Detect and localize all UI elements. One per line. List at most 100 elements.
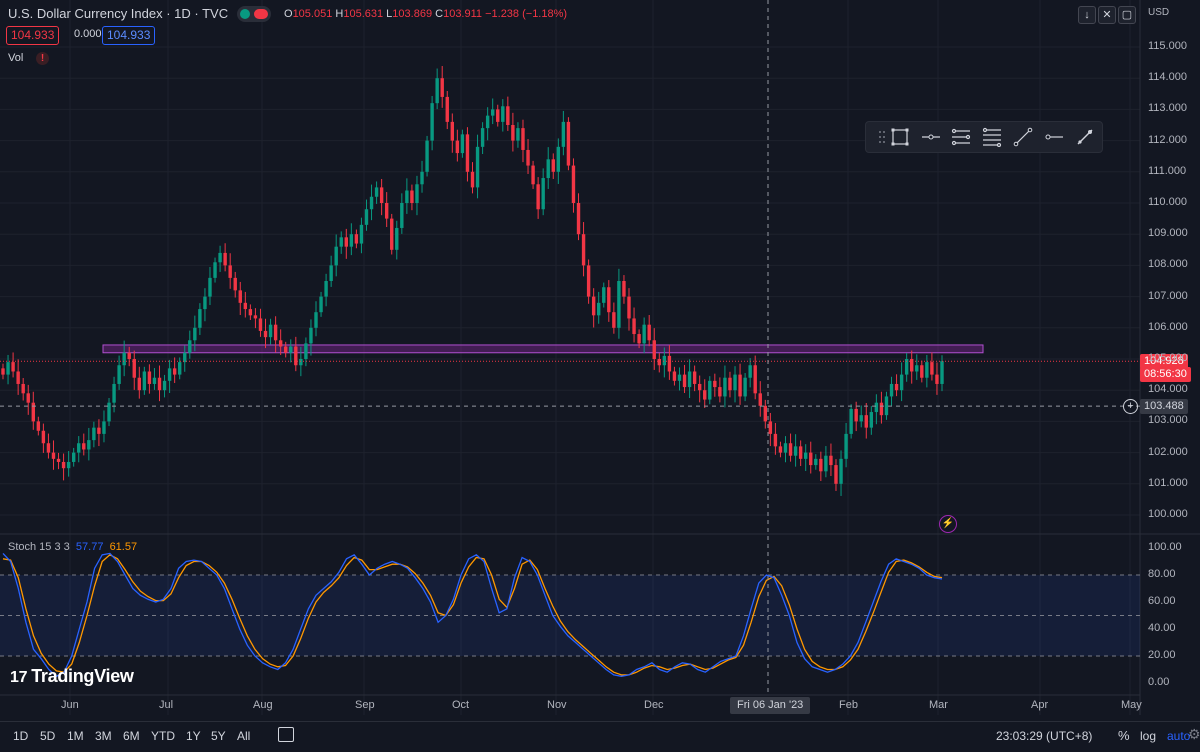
candle-body	[31, 402, 35, 422]
candle-body	[112, 383, 116, 403]
candle-body	[637, 334, 641, 344]
candle-body	[692, 371, 697, 384]
candle-body	[289, 346, 293, 353]
timeframe-ytd[interactable]: YTD	[151, 729, 175, 743]
maximize-icon[interactable]: ▢	[1118, 6, 1136, 24]
auto-toggle[interactable]: auto	[1167, 729, 1191, 743]
trend-line-icon[interactable]	[1013, 127, 1033, 147]
candle-body	[748, 365, 752, 378]
candle-body	[1, 368, 5, 375]
settings-gear-icon[interactable]: ⚙	[1188, 726, 1200, 742]
candle-body	[344, 237, 348, 247]
candle-body	[107, 402, 111, 422]
candle-body	[713, 380, 717, 388]
symbol-title[interactable]: U.S. Dollar Currency Index · 1D · TVC	[8, 6, 229, 21]
candle-body	[819, 458, 823, 472]
parallel-channel-icon[interactable]	[951, 127, 971, 147]
candle-body	[329, 265, 333, 281]
candle-body	[889, 383, 894, 397]
candle-body	[829, 455, 833, 466]
price-tick-label: 111.000	[1148, 164, 1187, 177]
sell-price-box[interactable]: 104.933	[6, 26, 60, 45]
candle-body	[824, 455, 828, 472]
time-tick-label: Sep	[355, 699, 375, 711]
candle-body	[743, 377, 747, 397]
lightning-icon[interactable]: ⚡	[939, 515, 957, 533]
candle-body	[642, 324, 646, 344]
candle-body	[859, 415, 863, 422]
arrow-down-icon[interactable]: ↓	[1078, 6, 1096, 24]
volume-warning-icon[interactable]: !	[36, 52, 49, 65]
drag-handle-icon[interactable]	[872, 127, 892, 147]
candle-body	[374, 187, 379, 197]
brush-icon[interactable]	[1075, 127, 1095, 147]
candle-body	[920, 365, 924, 378]
clock[interactable]: 23:03:29 (UTC+8)	[996, 729, 1093, 743]
candle-body	[213, 262, 217, 278]
visibility-toggle-icon[interactable]	[237, 6, 271, 22]
currency-label[interactable]: USD	[1148, 7, 1170, 18]
rectangle-icon[interactable]	[890, 127, 910, 147]
fib-retracement-icon[interactable]	[982, 127, 1002, 147]
horizontal-line-icon[interactable]	[921, 127, 941, 147]
candle-body	[496, 109, 500, 122]
candle-body	[445, 96, 449, 122]
candle-body	[546, 159, 550, 179]
price-tick-label: 113.000	[1148, 102, 1187, 115]
volume-label[interactable]: Vol	[8, 52, 24, 64]
timeframe-1m[interactable]: 1M	[67, 729, 84, 743]
price-tick-label: 115.000	[1148, 40, 1187, 52]
log-toggle[interactable]: log	[1140, 729, 1157, 743]
candle-body	[304, 343, 308, 359]
candle-body	[728, 377, 732, 391]
candle-body	[405, 190, 409, 203]
timeframe-1d[interactable]: 1D	[13, 729, 29, 743]
candle-body	[122, 352, 126, 366]
buy-price-box[interactable]: 104.933	[102, 26, 156, 45]
candle-body	[228, 265, 232, 278]
calendar-icon[interactable]	[278, 727, 294, 742]
candle-body	[82, 443, 86, 450]
candle-body	[697, 383, 702, 391]
plus-circle-icon[interactable]: +	[1123, 399, 1138, 414]
candle-body	[915, 365, 919, 372]
timeframe-5y[interactable]: 5Y	[211, 729, 226, 743]
candle-body	[485, 115, 490, 129]
candle-body	[218, 252, 222, 263]
candle-body	[152, 377, 157, 384]
timeframe-1y[interactable]: 1Y	[186, 729, 201, 743]
collapse-icon[interactable]: ✕	[1098, 6, 1116, 24]
candle-body	[783, 443, 788, 453]
candle-body	[183, 352, 187, 363]
candle-body	[677, 374, 682, 381]
candle-body	[475, 146, 480, 188]
candle-body	[662, 355, 667, 366]
timeframe-6m[interactable]: 6M	[123, 729, 140, 743]
stoch-legend[interactable]: Stoch 15 3 3 57.77 61.57	[8, 541, 138, 553]
candle-body	[657, 359, 661, 366]
candle-body	[930, 362, 934, 375]
spread-value: 0.000	[74, 28, 102, 40]
horizontal-ray-icon[interactable]	[1044, 127, 1064, 147]
candle-body	[188, 340, 192, 353]
timeframe-3m[interactable]: 3M	[95, 729, 112, 743]
candle-body	[612, 312, 616, 328]
candle-body	[627, 296, 631, 319]
price-tick-label: 104.000	[1148, 383, 1188, 396]
percent-toggle[interactable]: %	[1118, 728, 1130, 743]
candle-body	[390, 218, 394, 250]
candle-body	[874, 402, 879, 413]
candle-body	[556, 146, 561, 172]
candle-body	[617, 281, 621, 328]
candle-body	[208, 277, 212, 297]
candle-body	[879, 402, 884, 416]
candle-body	[147, 371, 152, 384]
timeframe-5d[interactable]: 5D	[40, 729, 56, 743]
timeframe-all[interactable]: All	[237, 729, 251, 743]
time-tick-label: Aug	[253, 699, 273, 711]
candle-body	[778, 446, 783, 453]
candle-body	[602, 287, 606, 303]
candle-body	[258, 318, 263, 331]
candle-body	[586, 265, 591, 297]
